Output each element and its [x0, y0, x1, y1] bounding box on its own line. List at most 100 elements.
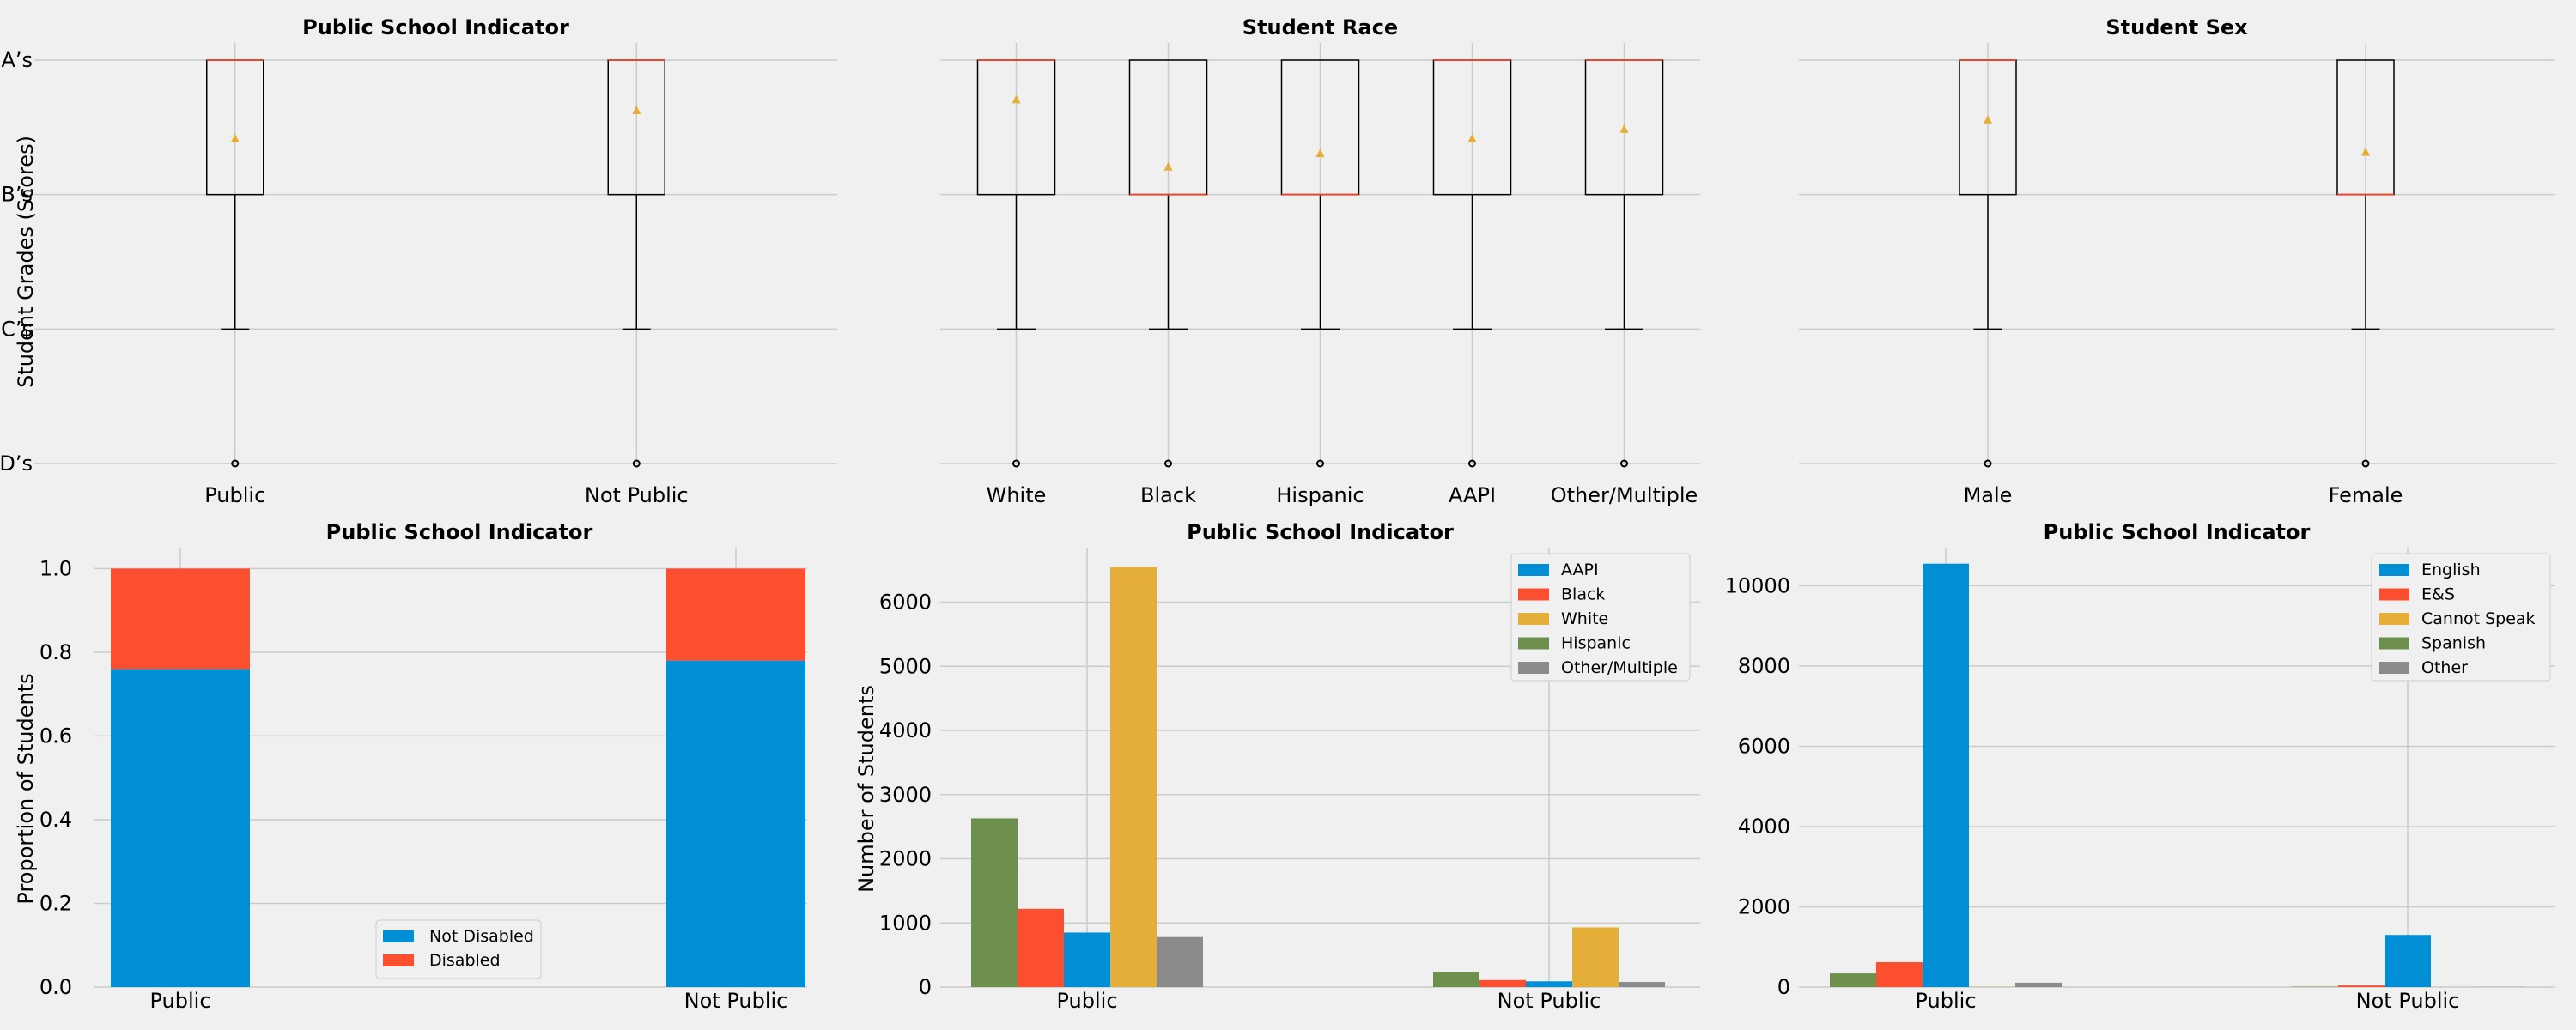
bar-disabled: [111, 568, 250, 670]
outlier-point: [2361, 459, 2370, 468]
legend: AAPI Black White Hispanic Other/Multiple: [1510, 553, 1691, 682]
y-tick-label: 6000: [1738, 734, 1790, 758]
mean-marker: [1984, 114, 1992, 124]
bar-white: [1572, 927, 1619, 987]
x-tick-label: Not Public: [2356, 989, 2460, 1013]
outlier-point: [1620, 459, 1628, 468]
x-tick-label: Other/Multiple: [1551, 483, 1698, 507]
box-panel-2: Student Race White Black Hispanic AAPI Other/…: [940, 15, 1700, 507]
outlier-point: [1012, 459, 1020, 468]
bar-e-s: [1876, 962, 1923, 987]
legend-frame: [1510, 553, 1691, 682]
x-tick-label: Public: [149, 989, 210, 1013]
legend-frame: [375, 919, 542, 979]
mean-marker: [632, 105, 641, 114]
legend-swatch: [383, 930, 414, 942]
outlier-point: [632, 459, 641, 468]
y-tick-label: 0.2: [39, 891, 72, 915]
outlier-point: [1164, 459, 1172, 468]
legend-swatch: [1518, 662, 1549, 674]
y-tick-label: 10000: [1725, 573, 1790, 597]
x-tick-label: Not Public: [1498, 989, 1601, 1013]
legend-label: Other/Multiple: [1561, 658, 1678, 677]
legend-label: AAPI: [1561, 560, 1599, 579]
x-tick-label: Male: [1964, 483, 2013, 507]
y-tick-label: C’s: [1, 317, 33, 341]
x-tick-label: Not Public: [585, 483, 689, 507]
y-tick-label: 8000: [1738, 654, 1790, 678]
box-male: [1959, 59, 2017, 468]
legend-label: Not Disabled: [429, 927, 534, 946]
y-tick-label: 5000: [879, 654, 932, 678]
box-black: [1128, 59, 1208, 468]
mean-marker: [2361, 147, 2370, 156]
legend-swatch: [2379, 637, 2409, 650]
legend-swatch: [2379, 588, 2409, 601]
legend-label: Cannot Speak: [2421, 609, 2536, 628]
x-tick-label: Not Public: [684, 989, 788, 1013]
bar-english: [1923, 563, 1969, 987]
y-tick-label: 0.4: [39, 808, 72, 832]
mean-marker: [1163, 161, 1173, 171]
x-tick-label: Public: [1056, 989, 1117, 1013]
panel-title: Student Sex: [2105, 15, 2248, 39]
legend-swatch: [1518, 613, 1549, 625]
bar-white: [1110, 566, 1157, 987]
y-tick-label: 6000: [879, 591, 932, 615]
mean-marker: [1467, 133, 1477, 142]
y-tick-label: D’s: [0, 451, 33, 476]
y-tick-label: 1000: [879, 911, 932, 935]
box-white: [976, 59, 1056, 468]
y-tick-label: 3000: [879, 783, 932, 807]
panel-title: Public School Indicator: [1187, 520, 1454, 544]
legend-swatch: [1518, 564, 1549, 576]
y-tick-label: A’s: [1, 48, 33, 72]
bar-not-disabled: [666, 660, 805, 987]
y-tick-label: B’s: [1, 183, 33, 207]
bar-other: [2015, 982, 2062, 987]
x-tick-label: Public: [1915, 989, 1976, 1013]
grouped-bar-panel-5: 0 2000 4000 6000 8000 10000 Public School Indi…: [1725, 520, 2555, 1013]
x-tick-label: Female: [2329, 483, 2403, 507]
bar-aapi: [1064, 932, 1110, 987]
outlier-point: [1316, 459, 1324, 468]
box-panel-3: Student Sex Male Female: [1799, 15, 2555, 507]
legend: English E&S Cannot Speak Spanish Other: [2371, 553, 2551, 682]
y-tick-label: 4000: [879, 718, 932, 742]
mean-marker: [1012, 94, 1021, 104]
legend-swatch: [383, 954, 414, 966]
bar-other-multiple: [1619, 982, 1665, 987]
y-tick-label: 0: [919, 975, 932, 999]
outlier-point: [231, 459, 240, 468]
y-tick-label: 1.0: [39, 556, 72, 580]
outlier-point: [1984, 459, 1992, 468]
y-tick-label: 4000: [1738, 815, 1790, 839]
box-female: [2336, 59, 2395, 468]
bar-black: [1018, 908, 1064, 987]
panel-title: Student Race: [1242, 15, 1398, 39]
legend-swatch: [2379, 564, 2409, 576]
panel-title: Public School Indicator: [302, 15, 569, 39]
x-tick-label: White: [987, 483, 1047, 507]
box-aapi: [1432, 59, 1512, 468]
legend-label: E&S: [2421, 585, 2455, 604]
bar-hispanic: [971, 818, 1018, 987]
panel-title: Public School Indicator: [326, 520, 593, 544]
legend-label: Spanish: [2421, 634, 2486, 653]
bar-other-multiple: [1157, 936, 1203, 987]
x-tick-label: Black: [1140, 483, 1196, 507]
outlier-point: [1468, 459, 1476, 468]
y-axis-label: Student Grades (Scores): [14, 136, 38, 388]
y-tick-label: 2000: [1738, 894, 1790, 918]
y-tick-label: 0.6: [39, 724, 72, 748]
legend-label: Other: [2421, 658, 2468, 677]
y-axis-label: Number of Students: [854, 685, 878, 893]
legend: Not Disabled Disabled: [375, 919, 542, 979]
box-other-multiple: [1584, 59, 1664, 468]
legend-label: Hispanic: [1561, 634, 1631, 653]
legend-swatch: [2379, 662, 2409, 674]
y-tick-label: 0: [1777, 975, 1790, 999]
bar-hispanic: [1433, 972, 1479, 987]
